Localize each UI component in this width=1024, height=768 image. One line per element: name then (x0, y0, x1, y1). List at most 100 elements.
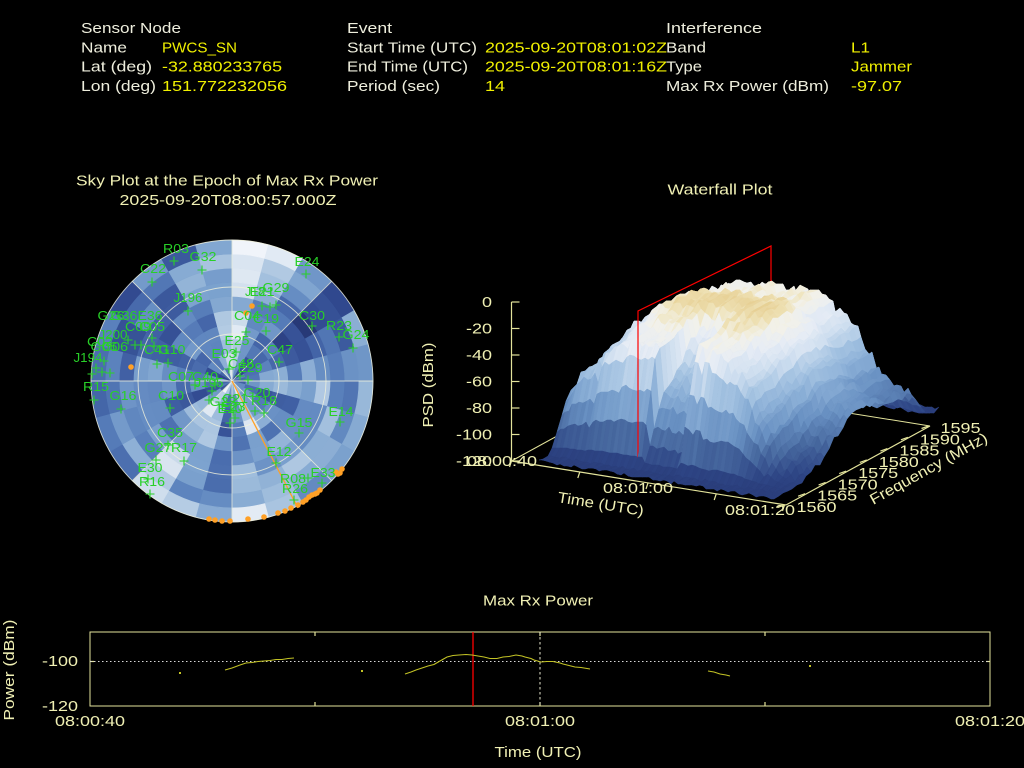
svg-text:Max Rx Power: Max Rx Power (483, 593, 593, 610)
svg-text:G27: G27 (145, 441, 172, 455)
svg-text:R18: R18 (251, 394, 277, 408)
svg-text:-120: -120 (456, 453, 492, 470)
svg-text:-20: -20 (466, 321, 492, 338)
svg-text:Sensor Node: Sensor Node (81, 20, 181, 37)
svg-text:-97.07: -97.07 (851, 78, 902, 95)
svg-text:C40: C40 (192, 370, 218, 384)
svg-text:R16: R16 (139, 475, 165, 489)
svg-text:C10: C10 (158, 389, 184, 403)
svg-text:C21: C21 (222, 392, 248, 406)
svg-text:08:01:20: 08:01:20 (955, 713, 1024, 730)
svg-text:E33: E33 (311, 466, 336, 480)
svg-text:E25: E25 (225, 334, 250, 348)
svg-text:G06: G06 (91, 340, 118, 354)
svg-text:E21: E21 (250, 285, 275, 299)
svg-text:G24: G24 (343, 328, 370, 342)
svg-text:08:01:00: 08:01:00 (505, 713, 575, 730)
svg-text:G20: G20 (244, 386, 271, 400)
svg-text:Period (sec): Period (sec) (347, 78, 440, 95)
svg-text:Type: Type (666, 59, 702, 76)
svg-text:C04: C04 (234, 309, 260, 323)
svg-text:E12: E12 (267, 445, 292, 459)
svg-text:C06: C06 (102, 340, 128, 354)
svg-text:-60: -60 (466, 374, 492, 391)
svg-text:-100: -100 (42, 653, 78, 670)
svg-text:1560: 1560 (797, 499, 837, 516)
svg-text:Name: Name (81, 39, 127, 56)
svg-text:E24: E24 (295, 255, 320, 269)
svg-text:Event: Event (347, 20, 393, 37)
svg-text:C02: C02 (87, 335, 113, 349)
svg-text:J200: J200 (99, 328, 128, 342)
svg-text:-80: -80 (466, 400, 492, 417)
svg-text:Lat (deg): Lat (deg) (81, 59, 152, 76)
svg-text:R17: R17 (171, 441, 197, 455)
svg-text:G32: G32 (190, 250, 217, 264)
svg-text:PSD (dBm): PSD (dBm) (420, 342, 437, 427)
svg-text:R15: R15 (83, 380, 109, 394)
svg-text:Interference: Interference (666, 20, 762, 37)
svg-text:1575: 1575 (858, 465, 898, 482)
svg-text:08:01:20: 08:01:20 (725, 502, 795, 519)
svg-text:1580: 1580 (879, 454, 919, 471)
svg-text:2025-09-20T08:00:57.000Z: 2025-09-20T08:00:57.000Z (120, 192, 337, 209)
svg-text:-40: -40 (466, 347, 492, 364)
svg-text:-100: -100 (456, 427, 492, 444)
svg-text:C41: C41 (144, 343, 170, 357)
svg-text:G15: G15 (286, 416, 313, 430)
svg-text:C09: C09 (125, 320, 151, 334)
svg-text:R26: R26 (282, 482, 308, 496)
svg-text:-120: -120 (42, 698, 78, 715)
svg-text:2025-09-20T08:01:02Z: 2025-09-20T08:01:02Z (485, 39, 667, 56)
svg-text:G10: G10 (159, 343, 186, 357)
svg-text:E36: E36 (138, 309, 163, 323)
svg-text:C19: C19 (253, 312, 279, 326)
svg-text:C05: C05 (139, 320, 165, 334)
svg-text:E23: E23 (221, 400, 246, 414)
svg-text:E30: E30 (138, 461, 163, 475)
svg-text:C48: C48 (228, 357, 254, 371)
svg-text:Power (dBm): Power (dBm) (1, 620, 18, 721)
svg-text:Lon (deg): Lon (deg) (81, 78, 156, 95)
svg-text:G29: G29 (263, 281, 290, 295)
svg-text:R03: R03 (163, 242, 189, 256)
svg-text:J195: J195 (195, 376, 224, 390)
svg-text:C07: C07 (168, 370, 194, 384)
svg-text:PWCS_SN: PWCS_SN (162, 39, 237, 56)
svg-text:G26: G26 (98, 309, 125, 323)
svg-text:Band: Band (666, 39, 706, 56)
svg-text:Jammer: Jammer (851, 59, 912, 76)
svg-text:C47: C47 (267, 343, 293, 357)
svg-text:0: 0 (482, 294, 492, 311)
svg-text:Time (UTC): Time (UTC) (495, 744, 582, 761)
svg-text:R23: R23 (326, 319, 352, 333)
svg-text:Start Time (UTC): Start Time (UTC) (347, 39, 477, 56)
svg-text:R08: R08 (280, 472, 306, 486)
svg-text:1590: 1590 (920, 431, 960, 448)
svg-text:J18: J18 (245, 285, 265, 299)
svg-text:1570: 1570 (838, 476, 878, 493)
svg-text:1585: 1585 (899, 443, 939, 460)
svg-text:Max Rx Power (dBm): Max Rx Power (dBm) (666, 78, 829, 95)
svg-text:08:00:40: 08:00:40 (55, 713, 125, 730)
svg-text:Waterfall Plot: Waterfall Plot (668, 182, 774, 199)
svg-text:C22: C22 (140, 262, 166, 276)
svg-text:Sky Plot at the Epoch of Max R: Sky Plot at the Epoch of Max Rx Power (76, 173, 378, 190)
svg-text:-32.880233765: -32.880233765 (162, 59, 282, 76)
svg-text:G16: G16 (110, 389, 137, 403)
svg-text:08:00:40: 08:00:40 (467, 453, 537, 470)
svg-text:G36: G36 (111, 309, 138, 323)
svg-text:1595: 1595 (941, 420, 981, 437)
svg-text:E03: E03 (212, 347, 237, 361)
svg-text:1565: 1565 (817, 488, 857, 505)
svg-text:14: 14 (485, 78, 505, 95)
svg-text:C35: C35 (157, 426, 183, 440)
svg-text:G23: G23 (210, 395, 237, 409)
svg-text:L1: L1 (851, 39, 870, 56)
svg-text:C30: C30 (299, 309, 325, 323)
svg-text:E14: E14 (329, 405, 354, 419)
svg-text:J194: J194 (74, 351, 103, 365)
svg-text:08:01:00: 08:01:00 (603, 480, 673, 497)
svg-text:E29: E29 (238, 361, 263, 375)
svg-text:2025-09-20T08:01:16Z: 2025-09-20T08:01:16Z (485, 59, 667, 76)
